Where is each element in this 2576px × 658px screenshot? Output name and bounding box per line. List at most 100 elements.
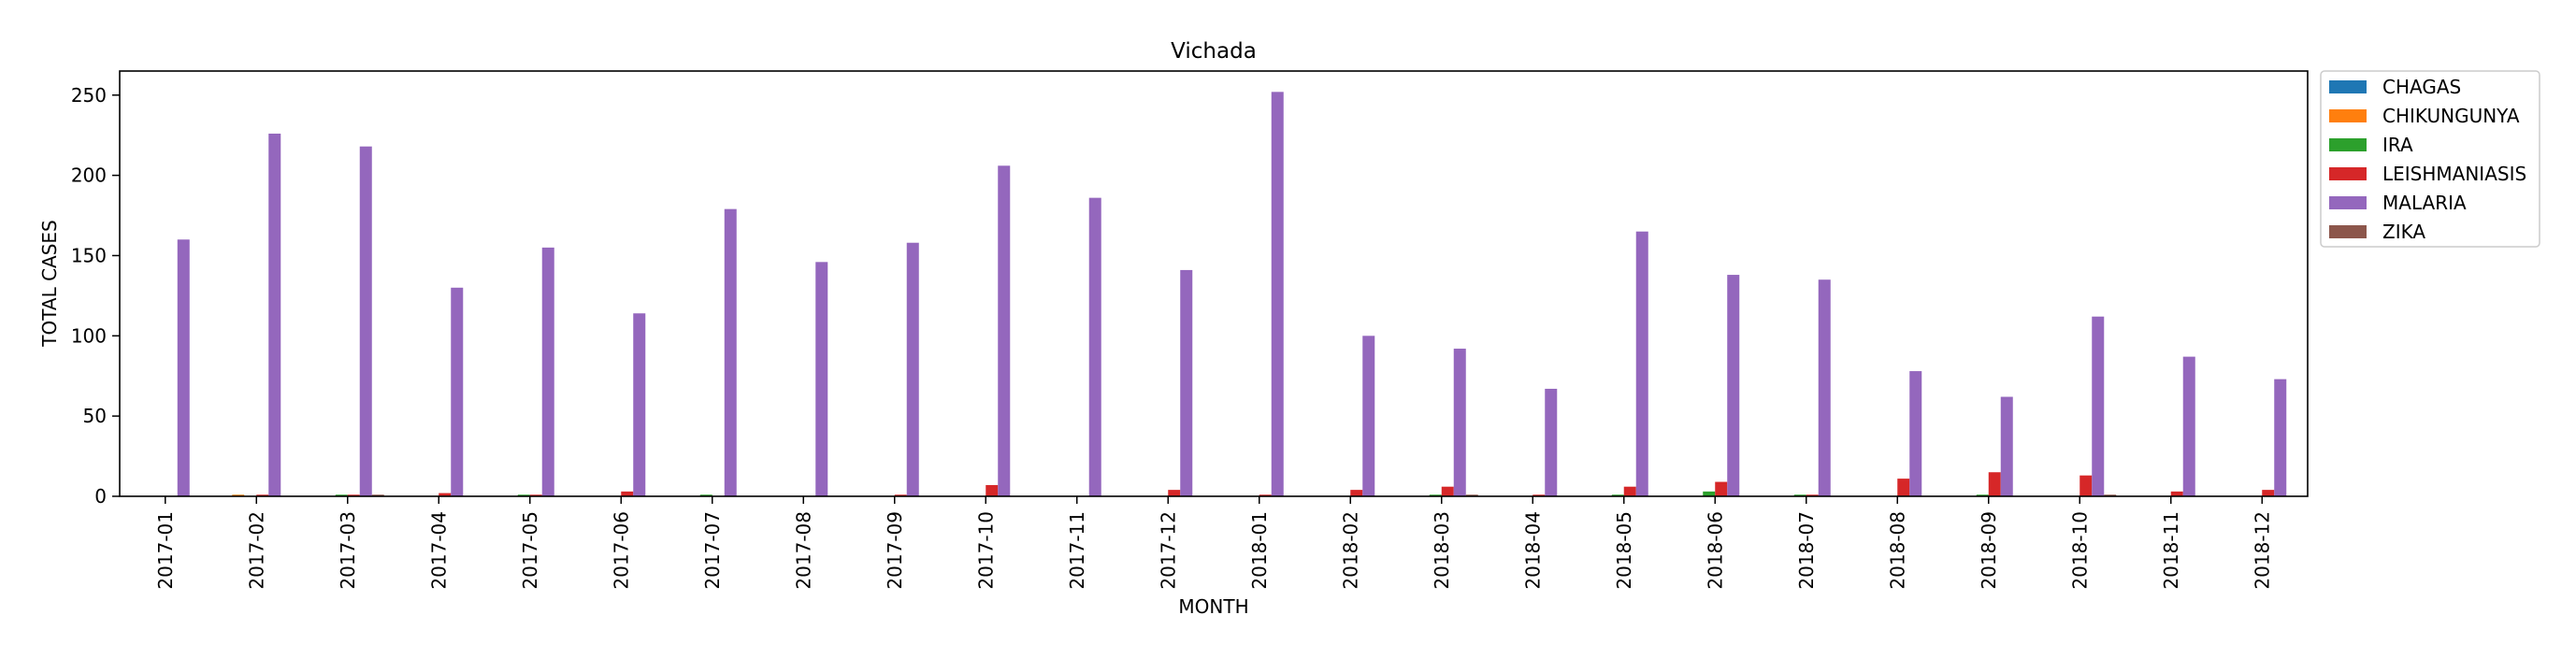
x-tick-label: 2018-12 [2251,511,2273,590]
x-tick-label: 2017-09 [884,511,906,590]
bar-malaria-2017-07 [724,208,737,496]
bar-ira-2018-03 [1429,494,1442,496]
bars-layer [177,92,2287,497]
x-tick-label: 2017-03 [337,511,359,590]
bar-leishmaniasis-2018-11 [2170,491,2183,496]
chart-title: Vichada [1171,39,1257,64]
x-ticks-layer: 2017-01 2017-02 2017-03 2017-04 2017-05 2017-… [154,496,2273,590]
bar-zika-2018-10 [2104,494,2117,496]
x-tick-label: 2018-06 [1704,511,1726,590]
bar-malaria-2018-02 [1362,336,1375,496]
bar-ira-2017-07 [699,494,712,496]
y-tick-label: 100 [71,324,107,347]
x-tick-label: 2018-09 [1978,511,2000,590]
x-tick-label: 2018-08 [1886,511,1908,590]
bar-leishmaniasis-2017-02 [256,494,269,496]
legend-swatch-malaria [2329,196,2367,209]
x-tick-label: 2018-02 [1339,511,1361,590]
x-tick-label: 2018-04 [1521,511,1544,590]
y-tick-label: 0 [94,485,107,508]
x-tick-label: 2017-01 [154,511,177,590]
bar-zika-2018-03 [1465,494,1478,496]
x-tick-label: 2018-10 [2068,511,2091,590]
y-tick-label: 200 [71,164,107,187]
y-tick-label: 250 [71,84,107,107]
bar-ira-2017-05 [517,494,530,496]
legend-label-chikungunya: CHIKUNGUNYA [2382,105,2520,127]
legend-label-leishmaniasis: LEISHMANIASIS [2382,163,2526,185]
legend-frame [2320,70,2540,248]
bar-malaria-2018-07 [1818,279,1831,496]
bar-malaria-2017-10 [998,165,1011,497]
bar-leishmaniasis-2018-02 [1350,490,1363,496]
bar-leishmaniasis-2017-12 [1168,490,1181,496]
x-axis-label: MONTH [1178,595,1248,618]
x-tick-label: 2017-02 [245,511,267,590]
bar-leishmaniasis-2018-05 [1623,486,1636,496]
legend-swatch-chagas [2329,80,2367,93]
legend-swatch-leishmaniasis [2329,167,2367,180]
bar-chikungunya-2017-02 [232,494,245,496]
x-tick-label: 2018-11 [2160,511,2182,590]
bar-leishmaniasis-2017-10 [986,484,999,496]
bar-leishmaniasis-2018-03 [1441,486,1454,496]
bar-malaria-2018-10 [2092,316,2105,496]
x-tick-label: 2017-07 [701,511,724,590]
plot-frame [119,70,2309,497]
legend-label-zika: ZIKA [2382,221,2425,243]
bar-ira-2018-05 [1611,494,1624,496]
bar-malaria-2017-06 [633,313,646,496]
y-tick-label: 50 [83,405,107,427]
x-tick-label: 2018-07 [1795,511,1818,590]
bar-leishmaniasis-2018-01 [1259,494,1272,496]
y-ticks-layer: 0 50 100 150 200 250 [71,84,120,508]
legend: CHAGAS CHIKUNGUNYA IRA LEISHMANIASIS MALARIA… [2320,70,2540,248]
bar-malaria-2018-11 [2182,356,2195,496]
bar-leishmaniasis-2018-10 [2080,475,2093,496]
x-tick-label: 2018-01 [1248,511,1271,590]
x-tick-label: 2018-03 [1431,511,1453,590]
legend-swatch-zika [2329,225,2367,238]
bar-malaria-2017-11 [1088,197,1101,496]
bar-leishmaniasis-2018-09 [1988,472,2001,496]
x-tick-label: 2017-05 [519,511,541,590]
x-tick-label: 2017-11 [1066,511,1088,590]
bar-malaria-2018-03 [1453,349,1466,496]
legend-label-ira: IRA [2382,134,2413,156]
bar-leishmaniasis-2018-04 [1533,494,1546,496]
bar-malaria-2018-12 [2274,379,2287,496]
bar-malaria-2017-05 [541,247,554,496]
x-tick-label: 2017-06 [610,511,632,590]
bar-malaria-2018-01 [1271,92,1284,496]
bar-malaria-2018-05 [1635,231,1648,496]
bar-malaria-2017-08 [815,262,828,496]
bar-ira-2018-07 [1793,494,1806,496]
bar-malaria-2018-08 [1909,371,1922,496]
bar-leishmaniasis-2017-05 [529,494,542,496]
bar-malaria-2018-04 [1545,388,1558,496]
bar-malaria-2018-06 [1727,275,1740,496]
bar-leishmaniasis-2018-07 [1806,494,1819,496]
bar-zika-2017-03 [371,494,384,496]
y-axis-label: TOTAL CASES [38,220,61,347]
bar-leishmaniasis-2018-08 [1897,479,1910,496]
x-tick-label: 2017-04 [427,511,450,590]
bar-leishmaniasis-2017-06 [621,491,634,496]
bar-malaria-2017-12 [1180,269,1193,496]
legend-label-malaria: MALARIA [2382,192,2467,214]
bar-malaria-2017-01 [177,239,190,496]
bar-leishmaniasis-2017-09 [894,494,907,496]
bar-leishmaniasis-2018-12 [2262,490,2275,496]
bar-leishmaniasis-2017-03 [347,494,360,496]
y-axis-label-group: TOTAL CASES [38,220,61,347]
bar-malaria-2017-04 [451,287,464,496]
bar-ira-2017-03 [335,494,348,496]
bar-leishmaniasis-2018-06 [1715,481,1728,496]
x-tick-label: 2017-08 [792,511,814,590]
bar-leishmaniasis-2017-04 [439,493,452,496]
bar-malaria-2017-09 [906,242,919,496]
bar-malaria-2018-09 [2000,396,2013,496]
bar-ira-2018-09 [1976,494,1989,496]
x-tick-label: 2018-05 [1613,511,1635,590]
